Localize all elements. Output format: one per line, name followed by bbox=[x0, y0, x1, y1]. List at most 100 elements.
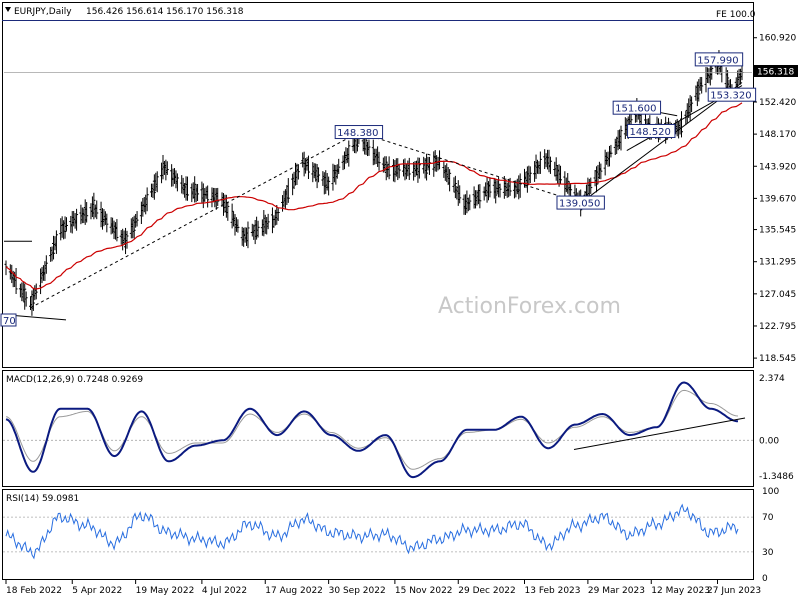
collapse-triangle-icon[interactable] bbox=[5, 7, 11, 12]
price-annotation-label: 157.990 bbox=[697, 55, 738, 66]
price-bar bbox=[508, 177, 512, 196]
x-tick-label: 19 May 2022 bbox=[136, 586, 195, 596]
price-bar bbox=[518, 173, 522, 198]
price-bar bbox=[256, 220, 260, 238]
price-bar bbox=[216, 187, 220, 206]
price-bar bbox=[468, 194, 472, 211]
x-tick-label: 17 Aug 2022 bbox=[265, 586, 323, 596]
price-bar bbox=[31, 288, 35, 311]
price-bar bbox=[54, 230, 58, 254]
price-bar bbox=[448, 169, 452, 192]
macd-panel-frame bbox=[2, 370, 754, 487]
price-bar bbox=[599, 163, 603, 180]
price-annotation: 148.520 bbox=[627, 123, 676, 138]
price-bar bbox=[327, 176, 331, 196]
price-bar bbox=[306, 155, 310, 179]
price-annotation-label: 153.320 bbox=[710, 91, 751, 102]
price-bar bbox=[609, 144, 613, 158]
price-bar bbox=[23, 283, 27, 310]
price-bar bbox=[95, 200, 99, 220]
macd-layer bbox=[3, 381, 753, 479]
rsi-panel-frame bbox=[2, 489, 754, 580]
price-annotation-label: 139.050 bbox=[559, 199, 600, 210]
price-bar bbox=[494, 178, 498, 204]
price-bar bbox=[317, 167, 321, 183]
price-bar bbox=[538, 151, 542, 174]
moving-average-line bbox=[5, 102, 743, 290]
price-bar bbox=[458, 185, 462, 204]
price-bar bbox=[276, 208, 280, 221]
price-bar bbox=[337, 158, 341, 175]
rsi-tick-label: 0 bbox=[762, 574, 768, 584]
rsi-tick-label: 100 bbox=[762, 487, 779, 497]
price-bar bbox=[453, 175, 457, 199]
price-bar bbox=[367, 139, 371, 156]
current-price-text: 156.318 bbox=[757, 68, 794, 78]
y-tick-label: 131.295 bbox=[759, 258, 796, 268]
x-tick-label: 29 Dec 2022 bbox=[458, 586, 515, 596]
price-bar bbox=[226, 202, 230, 221]
price-annotation: 148.380 bbox=[334, 125, 384, 139]
price-annotation-label: 148.520 bbox=[630, 127, 671, 138]
dashed-trend-line bbox=[30, 131, 360, 309]
y-tick-label: 148.170 bbox=[759, 130, 796, 140]
price-bar bbox=[196, 184, 200, 201]
price-bar bbox=[589, 177, 593, 194]
price-bar bbox=[105, 213, 109, 233]
price-bar bbox=[425, 153, 429, 181]
price-bar bbox=[145, 187, 149, 212]
macd-line bbox=[5, 381, 739, 479]
price-bar bbox=[132, 215, 136, 239]
axis-layer: 160.920 152.420 148.170 143.920 139.670 135.5… bbox=[5, 34, 796, 596]
price-bar bbox=[155, 171, 159, 193]
rsi-line bbox=[5, 503, 739, 560]
price-bar bbox=[417, 157, 421, 179]
price-bar bbox=[286, 178, 290, 203]
macd-title: MACD(12,26,9) 0.7248 0.9269 bbox=[6, 375, 143, 385]
price-bar bbox=[296, 164, 300, 180]
price-bar bbox=[488, 177, 492, 198]
price-bar bbox=[498, 183, 502, 198]
price-bar bbox=[407, 157, 411, 180]
macd-tick-label: 0.00 bbox=[759, 436, 779, 446]
price-bar bbox=[397, 164, 401, 179]
price-bar bbox=[24, 291, 28, 307]
rising-trend-line bbox=[580, 82, 743, 204]
price-annotation-label: 151.600 bbox=[615, 104, 656, 115]
left-cut-label: 70 bbox=[3, 316, 16, 327]
x-tick-label: 30 Sep 2022 bbox=[329, 586, 386, 596]
price-bar bbox=[236, 219, 240, 233]
y-tick-label: 135.545 bbox=[759, 226, 796, 236]
price-bar bbox=[377, 151, 381, 171]
y-tick-label: 143.920 bbox=[759, 162, 796, 172]
price-bar bbox=[347, 140, 351, 167]
x-tick-label: 5 Apr 2022 bbox=[72, 586, 122, 596]
y-tick-label: 160.920 bbox=[759, 34, 796, 44]
y-tick-label: 127.045 bbox=[759, 290, 796, 300]
macd-trend-line bbox=[573, 417, 746, 451]
price-bar bbox=[619, 125, 623, 151]
price-bar bbox=[85, 202, 89, 223]
ohlc-label: 156.426 156.614 156.170 156.318 bbox=[86, 7, 244, 17]
price-bar bbox=[44, 255, 48, 274]
price-bar bbox=[34, 283, 38, 300]
current-price-tag bbox=[754, 65, 798, 77]
price-bar bbox=[206, 185, 210, 208]
price-bar bbox=[135, 211, 139, 227]
rsi-title: RSI(14) 59.0981 bbox=[6, 494, 79, 504]
fe-label: FE 100.0 bbox=[716, 10, 756, 20]
price-annotation: 151.600 bbox=[612, 100, 662, 115]
x-tick-label: 13 Feb 2023 bbox=[525, 586, 581, 596]
price-annotation: 157.990 bbox=[694, 52, 744, 66]
x-tick-label: 4 Jul 2022 bbox=[202, 586, 247, 596]
price-bar bbox=[266, 213, 270, 230]
price-bar bbox=[175, 173, 179, 192]
price-panel-frame bbox=[2, 2, 754, 368]
price-annotation: 153.320 bbox=[707, 87, 757, 102]
rsi-tick-label: 30 bbox=[762, 548, 774, 558]
y-tick-label: 139.670 bbox=[759, 194, 796, 204]
price-bar bbox=[569, 184, 573, 198]
price-bar bbox=[115, 219, 119, 242]
price-layer: 157.990 153.320 151.600 148.520 148.380 139.0… bbox=[3, 50, 757, 321]
